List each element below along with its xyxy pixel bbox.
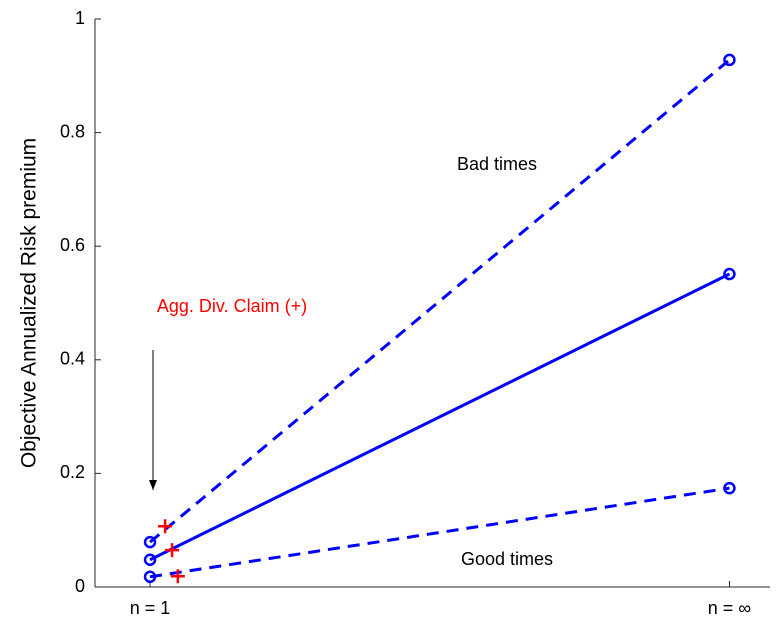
y-tick-label: 1 bbox=[75, 8, 85, 28]
line bbox=[149, 272, 731, 562]
marker bbox=[143, 535, 157, 549]
line bbox=[149, 58, 731, 544]
y-axis-label: Objective Annualized Risk premium bbox=[18, 138, 41, 468]
y-tick-label: 0.8 bbox=[60, 121, 85, 141]
x-tick-label: n = 1 bbox=[130, 598, 171, 618]
plus-marker bbox=[170, 569, 185, 584]
annotation: Agg. Div. Claim (+) bbox=[157, 296, 307, 316]
plus-marker bbox=[165, 543, 180, 558]
plus-marker bbox=[158, 519, 173, 534]
marker bbox=[723, 267, 736, 281]
y-tick-label: 0.4 bbox=[60, 349, 85, 369]
marker bbox=[143, 570, 157, 584]
annotation: Bad times bbox=[457, 154, 537, 174]
marker bbox=[723, 481, 736, 495]
y-tick-label: 0.6 bbox=[60, 235, 85, 255]
y-tick-label: 0.2 bbox=[60, 462, 85, 482]
y-tick-label: 0 bbox=[75, 576, 85, 596]
x-tick-label: n = ∞ bbox=[708, 598, 752, 618]
annotation: Good times bbox=[461, 549, 553, 569]
marker bbox=[143, 553, 157, 566]
marker bbox=[723, 53, 736, 67]
line bbox=[149, 486, 730, 579]
